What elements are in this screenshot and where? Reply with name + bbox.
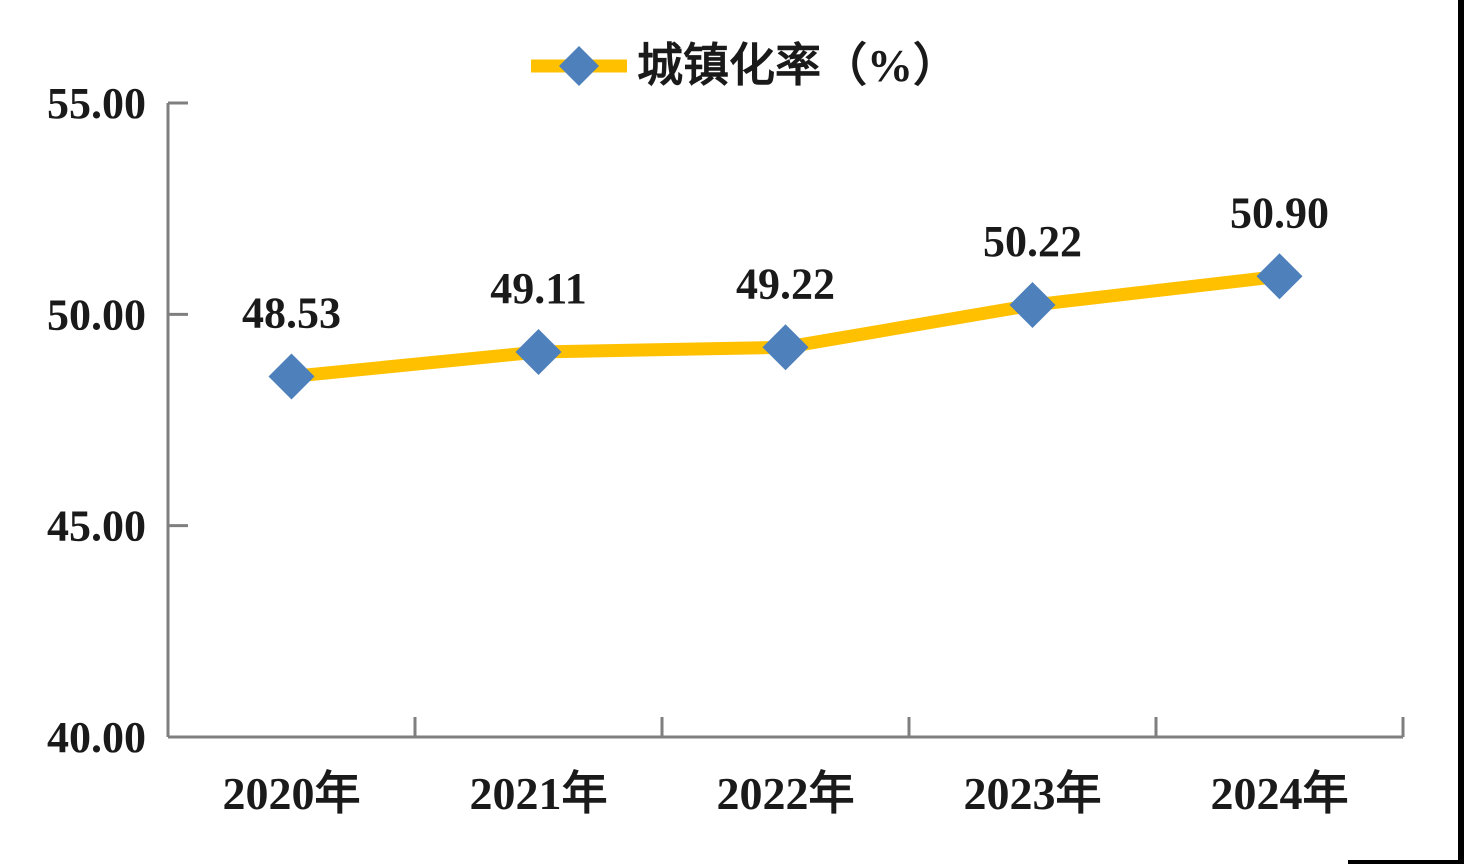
series-point-marker [762,324,809,371]
series-point-marker [515,328,562,375]
page-edge-bottom-border [1348,860,1464,864]
series-data-label: 49.11 [490,264,587,313]
series-point-marker [1256,253,1303,300]
series-data-label: 49.22 [736,259,835,308]
series-point-marker [268,353,315,400]
x-axis-category-label: 2020年 [223,768,361,819]
y-axis-tick-label: 40.00 [47,713,146,762]
legend-series-label: 城镇化率（%） [637,40,959,91]
series-point-marker [1009,282,1056,329]
series-data-label: 48.53 [242,288,341,337]
y-axis-tick-label: 55.00 [47,79,146,128]
x-axis-category-label: 2024年 [1211,768,1349,819]
legend-diamond-marker-icon [559,46,599,86]
y-axis-tick-label: 45.00 [47,502,146,551]
x-axis-category-label: 2021年 [470,768,608,819]
page-edge-right-border [1458,0,1464,864]
legend-series-marker-icon [531,46,627,86]
x-axis-category-label: 2022年 [717,768,855,819]
series-data-label: 50.90 [1230,188,1329,237]
series-data-label: 50.22 [983,217,1082,266]
y-axis-tick-label: 50.00 [47,290,146,339]
chart-legend: 城镇化率（%） [531,40,959,92]
x-axis-category-label: 2023年 [964,768,1102,819]
